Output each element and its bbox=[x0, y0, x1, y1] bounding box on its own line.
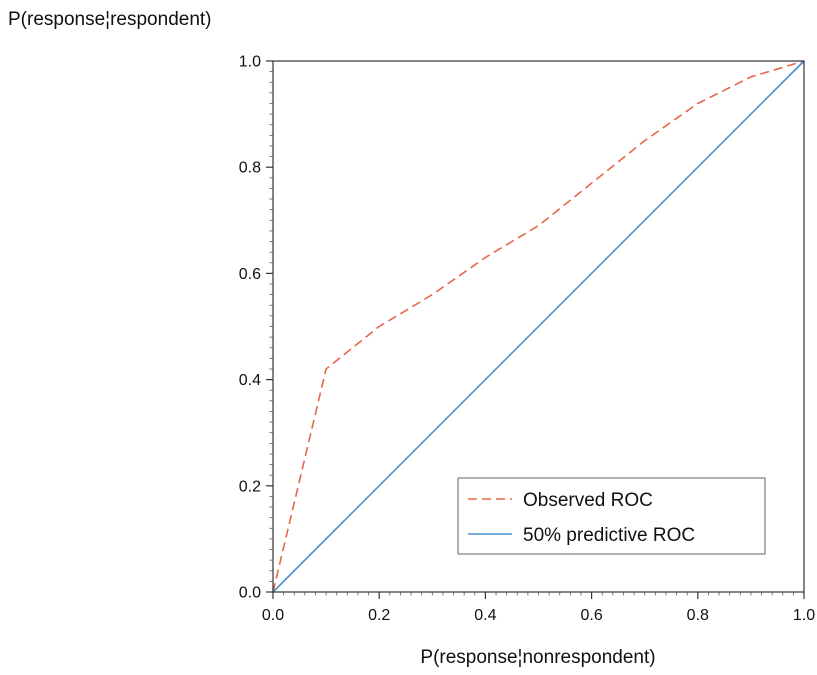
x-tick-label: 0.0 bbox=[262, 607, 284, 624]
y-axis-ticks: 0.0 0.2 0.4 0.6 0.8 1.0 bbox=[239, 54, 273, 602]
legend: Observed ROC 50% predictive ROC bbox=[457, 477, 766, 555]
legend-entry-observed-roc: Observed ROC bbox=[523, 490, 653, 511]
y-tick-label: 0.4 bbox=[239, 372, 261, 389]
x-tick-label: 0.6 bbox=[580, 607, 602, 624]
x-tick-label: 0.4 bbox=[474, 607, 496, 624]
legend-entry-50-predictive-roc: 50% predictive ROC bbox=[523, 525, 695, 546]
x-tick-label: 0.8 bbox=[687, 607, 709, 624]
y-axis-label: P(response¦respondent) bbox=[8, 9, 212, 30]
series-line-observed-roc bbox=[272, 60, 805, 593]
plot-layer bbox=[272, 60, 805, 593]
x-axis-label: P(response¦nonrespondent) bbox=[420, 647, 655, 668]
x-axis-ticks: 0.0 0.2 0.4 0.6 0.8 1.0 bbox=[262, 592, 815, 624]
y-tick-label: 0.0 bbox=[239, 585, 261, 602]
series-line-50-predictive-roc bbox=[272, 60, 805, 593]
legend-box bbox=[457, 477, 766, 555]
y-tick-label: 0.6 bbox=[239, 266, 261, 283]
y-tick-label: 1.0 bbox=[239, 54, 261, 71]
y-tick-label: 0.2 bbox=[239, 478, 261, 495]
y-tick-label: 0.8 bbox=[239, 160, 261, 177]
x-tick-label: 0.2 bbox=[368, 607, 390, 624]
x-tick-label: 1.0 bbox=[793, 607, 815, 624]
